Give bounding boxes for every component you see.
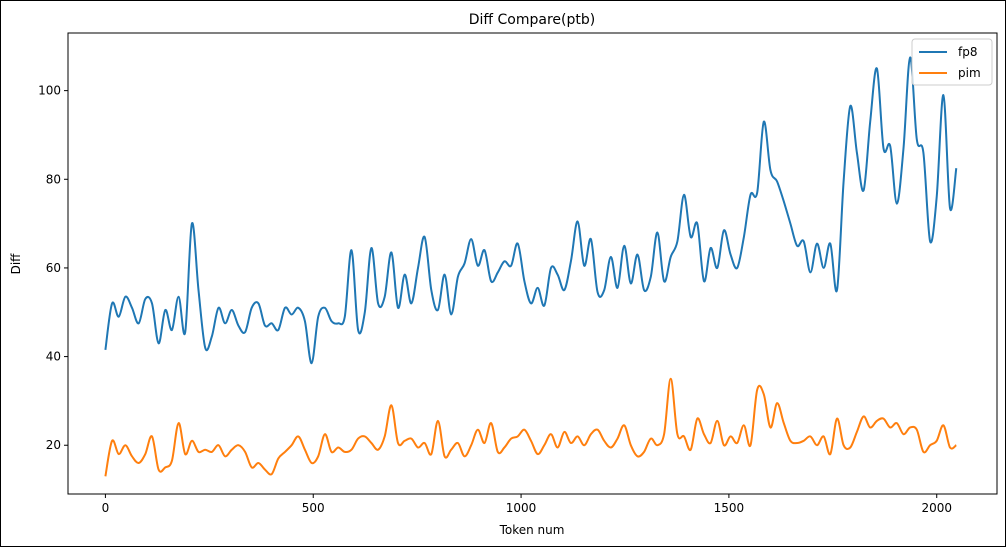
x-axis: 0 500 1000 1500 2000 bbox=[102, 494, 952, 515]
legend-label-fp8: fp8 bbox=[958, 45, 977, 59]
y-tick-label: 100 bbox=[38, 84, 61, 98]
x-tick-label: 2000 bbox=[921, 501, 952, 515]
y-tick-label: 20 bbox=[46, 438, 61, 452]
y-tick-label: 80 bbox=[46, 172, 61, 186]
legend: fp8 pim bbox=[911, 38, 993, 86]
plot-area-frame bbox=[67, 32, 998, 495]
x-axis-label: Token num bbox=[499, 523, 565, 537]
x-tick-label: 500 bbox=[302, 501, 325, 515]
chart-title: Diff Compare(ptb) bbox=[469, 12, 595, 28]
y-tick-label: 60 bbox=[46, 261, 61, 275]
x-tick-label: 1500 bbox=[714, 501, 745, 515]
x-tick-label: 1000 bbox=[506, 501, 537, 515]
series-line-fp8 bbox=[104, 56, 958, 365]
legend-label-pim: pim bbox=[958, 66, 981, 80]
y-tick-label: 40 bbox=[46, 350, 61, 364]
y-axis-label: Diff bbox=[9, 253, 23, 275]
y-axis: 20 40 60 80 100 bbox=[38, 84, 68, 452]
series-line-pim bbox=[104, 377, 957, 477]
plot-lines bbox=[104, 56, 958, 477]
x-tick-label: 0 bbox=[102, 501, 110, 515]
